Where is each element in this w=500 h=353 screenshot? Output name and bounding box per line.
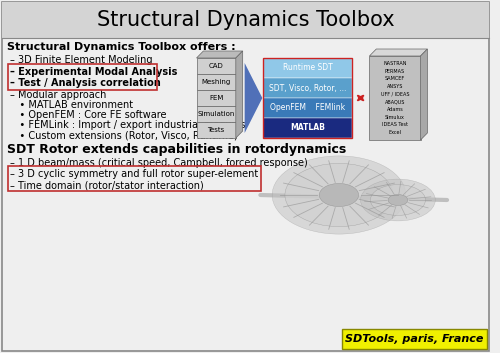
Polygon shape — [236, 51, 242, 138]
Text: – Experimental Modal Analysis: – Experimental Modal Analysis — [10, 67, 177, 77]
Bar — [196, 58, 236, 74]
Text: – Test / Analysis correlation: – Test / Analysis correlation — [10, 78, 160, 88]
Text: UFF / IDEAS: UFF / IDEAS — [380, 92, 409, 97]
Text: • FEMLink : Import / export industrial modules: • FEMLink : Import / export industrial m… — [10, 120, 246, 130]
Bar — [370, 56, 420, 140]
Ellipse shape — [370, 185, 426, 215]
Text: Tests: Tests — [208, 127, 225, 133]
Bar — [264, 98, 352, 118]
Text: MATLAB: MATLAB — [290, 124, 325, 132]
Ellipse shape — [388, 195, 407, 205]
Bar — [264, 118, 352, 138]
Text: Structural Dynamics Toolbox: Structural Dynamics Toolbox — [97, 10, 394, 30]
Bar — [264, 78, 352, 98]
Text: IDEAS Test: IDEAS Test — [382, 122, 408, 127]
Bar — [196, 122, 236, 138]
Text: – Time domain (rotor/stator interaction): – Time domain (rotor/stator interaction) — [10, 180, 203, 190]
Polygon shape — [370, 49, 428, 56]
Text: Simulation: Simulation — [198, 111, 235, 117]
Text: Excel: Excel — [388, 130, 402, 135]
Text: Structural Dynamics Toolbox offers :: Structural Dynamics Toolbox offers : — [7, 42, 235, 52]
Ellipse shape — [285, 163, 393, 227]
Bar — [264, 58, 352, 138]
Polygon shape — [420, 49, 428, 140]
Text: • MATLAB environment: • MATLAB environment — [10, 100, 133, 110]
Text: ABAQUS: ABAQUS — [385, 99, 405, 104]
Ellipse shape — [360, 179, 436, 221]
Text: CAD: CAD — [209, 63, 224, 69]
Text: Runtime SDT: Runtime SDT — [282, 64, 333, 72]
Text: OpenFEM    FEMlink: OpenFEM FEMlink — [270, 103, 345, 113]
Text: SDT, Visco, Rotor, ...: SDT, Visco, Rotor, ... — [269, 84, 346, 92]
Bar — [8, 64, 157, 90]
Polygon shape — [196, 51, 242, 58]
Text: Simulux: Simulux — [385, 115, 405, 120]
Text: ANSYS: ANSYS — [387, 84, 403, 89]
Text: – 1 D beam/mass (critical speed, Campbell, forced response): – 1 D beam/mass (critical speed, Campbel… — [10, 158, 308, 168]
Text: – 3D Finite Element Modeling: – 3D Finite Element Modeling — [10, 55, 152, 65]
Bar — [264, 58, 352, 78]
Bar — [196, 74, 236, 90]
Text: – 3 D cyclic symmetry and full rotor super-element: – 3 D cyclic symmetry and full rotor sup… — [10, 169, 258, 179]
Text: SDT Rotor extends capabilities in rotordynamics: SDT Rotor extends capabilities in rotord… — [7, 143, 346, 156]
Text: FEM: FEM — [209, 95, 224, 101]
Text: Meshing: Meshing — [202, 79, 231, 85]
Bar — [196, 106, 236, 122]
Bar — [342, 329, 488, 349]
Text: Adams: Adams — [386, 107, 404, 112]
Bar — [196, 90, 236, 106]
Bar — [2, 2, 490, 38]
Text: PERMAS: PERMAS — [385, 69, 405, 74]
Text: SAMCEF: SAMCEF — [385, 76, 405, 82]
Text: • Custom extensions (Rotor, Visco, Runtime): • Custom extensions (Rotor, Visco, Runti… — [10, 130, 237, 140]
Text: – Modular approach: – Modular approach — [10, 90, 106, 100]
Ellipse shape — [272, 156, 406, 234]
Text: NASTRAN: NASTRAN — [383, 61, 406, 66]
Bar — [8, 166, 262, 191]
Ellipse shape — [320, 184, 358, 207]
Text: SDTools, paris, France: SDTools, paris, France — [346, 334, 484, 344]
Polygon shape — [244, 63, 262, 133]
Text: • OpenFEM : Core FE software: • OpenFEM : Core FE software — [10, 110, 166, 120]
